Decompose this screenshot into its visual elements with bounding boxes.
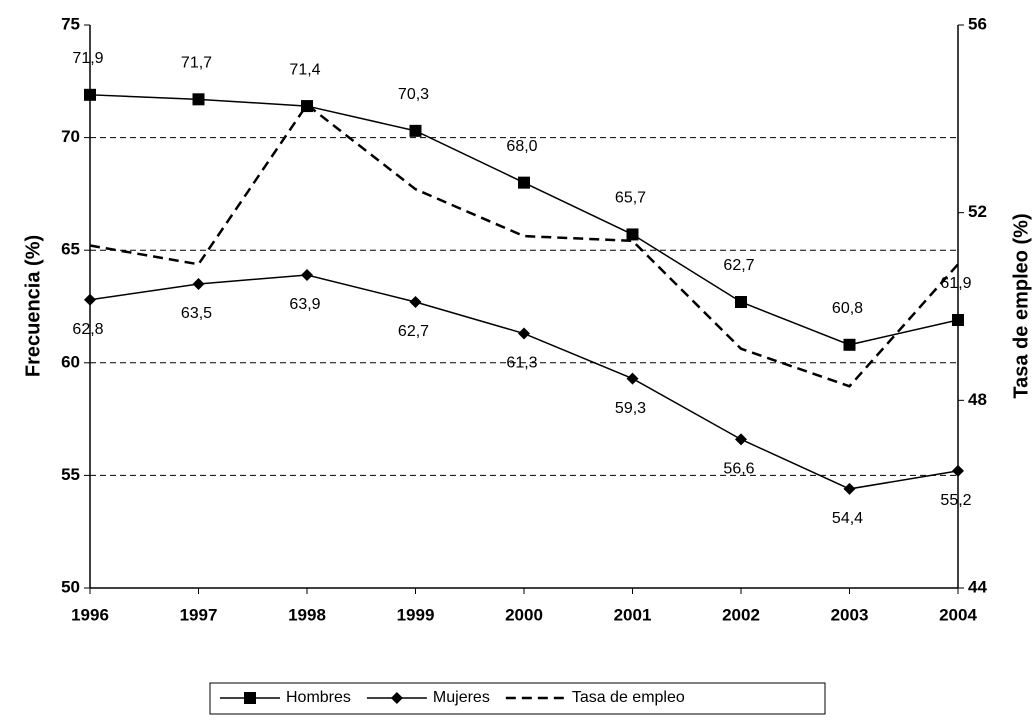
data-point xyxy=(626,228,639,241)
data-label: 59,3 xyxy=(615,400,646,417)
data-point xyxy=(843,338,856,351)
y2-axis-title: Tasa de empleo (%) xyxy=(1010,213,1032,398)
x-tick-label: 1999 xyxy=(397,605,435,624)
data-point xyxy=(735,433,747,446)
legend-label: Hombres xyxy=(286,689,351,706)
data-point xyxy=(409,295,422,308)
y2-tick-label: 44 xyxy=(968,577,987,596)
y2-tick-label: 48 xyxy=(968,390,987,409)
x-tick-label: 1998 xyxy=(288,605,326,624)
legend-box xyxy=(209,682,826,715)
data-label: 54,4 xyxy=(832,510,863,527)
data-label: 61,9 xyxy=(940,275,971,292)
y2-tick-label: 52 xyxy=(968,202,987,221)
data-label: 55,2 xyxy=(940,492,971,509)
data-line xyxy=(89,94,959,346)
y-tick-label: 70 xyxy=(61,127,80,146)
x-tick-label: 2002 xyxy=(722,605,760,624)
data-point xyxy=(192,277,205,290)
data-point xyxy=(952,464,964,477)
data-point xyxy=(192,93,205,106)
data-line xyxy=(89,102,959,388)
data-label: 65,7 xyxy=(615,190,646,207)
y-tick-label: 50 xyxy=(61,577,80,596)
legend-label: Mujeres xyxy=(433,689,490,706)
data-point xyxy=(84,88,96,101)
data-label: 62,8 xyxy=(72,321,103,338)
data-point xyxy=(409,124,422,137)
data-label: 60,8 xyxy=(832,300,863,317)
data-point xyxy=(518,327,530,340)
x-tick-label: 1997 xyxy=(180,605,218,624)
data-label: 71,9 xyxy=(72,50,103,67)
x-tick-label: 2004 xyxy=(939,605,977,624)
data-label: 63,5 xyxy=(181,305,212,322)
data-label: 61,3 xyxy=(506,355,537,372)
data-line xyxy=(89,274,959,490)
data-label: 70,3 xyxy=(398,86,429,103)
data-label: 71,4 xyxy=(289,61,320,78)
data-point xyxy=(518,176,530,189)
y-tick-label: 75 xyxy=(61,14,80,33)
legend-marker xyxy=(244,692,256,704)
data-point xyxy=(952,314,964,327)
x-tick-label: 2001 xyxy=(614,605,652,624)
data-point xyxy=(301,268,313,281)
y-tick-label: 65 xyxy=(61,240,80,259)
data-label: 71,7 xyxy=(181,55,212,72)
y-tick-label: 55 xyxy=(61,465,80,484)
y-axis-title: Frecuencia (%) xyxy=(22,235,44,377)
data-point xyxy=(735,295,747,308)
y-tick-label: 60 xyxy=(61,352,80,371)
x-tick-label: 1996 xyxy=(71,605,109,624)
data-label: 62,7 xyxy=(398,323,429,340)
y2-tick-label: 56 xyxy=(968,14,987,33)
legend-marker xyxy=(390,692,403,704)
data-point xyxy=(843,482,856,495)
data-label: 68,0 xyxy=(506,138,537,155)
x-tick-label: 2003 xyxy=(831,605,869,624)
legend-label: Tasa de empleo xyxy=(572,689,685,706)
data-label: 56,6 xyxy=(723,461,754,478)
data-label: 62,7 xyxy=(723,257,754,274)
x-tick-label: 2000 xyxy=(505,605,543,624)
data-point xyxy=(626,372,639,385)
data-point xyxy=(84,293,96,306)
data-label: 63,9 xyxy=(289,296,320,313)
